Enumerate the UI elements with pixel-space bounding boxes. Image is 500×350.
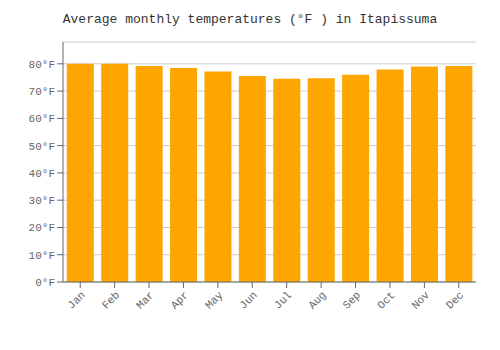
svg-text:0°F: 0°F xyxy=(35,277,55,289)
svg-text:50°F: 50°F xyxy=(29,141,55,153)
svg-text:Sep: Sep xyxy=(341,289,363,311)
svg-text:60°F: 60°F xyxy=(29,113,55,125)
svg-text:Jul: Jul xyxy=(272,289,294,311)
svg-text:40°F: 40°F xyxy=(29,168,55,180)
svg-text:Apr: Apr xyxy=(169,289,191,311)
svg-text:30°F: 30°F xyxy=(29,195,55,207)
svg-text:20°F: 20°F xyxy=(29,222,55,234)
svg-text:Jan: Jan xyxy=(65,289,87,311)
svg-text:Mar: Mar xyxy=(134,289,156,311)
svg-text:10°F: 10°F xyxy=(29,250,55,262)
svg-text:Nov: Nov xyxy=(410,289,433,312)
svg-text:80°F: 80°F xyxy=(29,59,55,71)
svg-text:70°F: 70°F xyxy=(29,86,55,98)
svg-text:Jun: Jun xyxy=(237,289,259,311)
svg-text:Aug: Aug xyxy=(306,289,328,311)
svg-text:May: May xyxy=(203,289,226,312)
svg-text:Dec: Dec xyxy=(444,289,466,311)
svg-text:Oct: Oct xyxy=(375,289,397,311)
svg-text:Feb: Feb xyxy=(100,289,122,311)
html-text:Average monthly temperatures (: Average monthly temperatures (°F ) in It… xyxy=(62,12,438,27)
